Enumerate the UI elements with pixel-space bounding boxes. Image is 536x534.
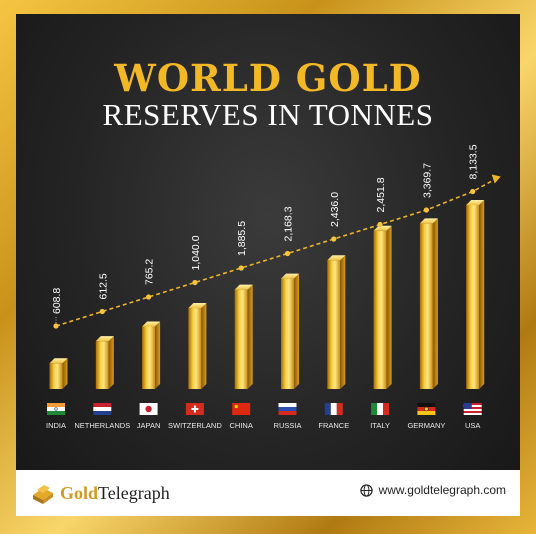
value-label: 1,040.0 [190, 235, 202, 270]
category-label: INDIA [46, 421, 66, 430]
bar-side [62, 358, 68, 389]
bar-side [247, 284, 253, 389]
value-label: 765.2 [144, 259, 156, 285]
china-flag-icon [232, 403, 251, 415]
bar-side [340, 255, 346, 389]
bar-top [234, 284, 253, 290]
bar-side [155, 321, 161, 389]
bar-side [386, 225, 392, 389]
trend-point [146, 294, 152, 300]
category-label: SWITZERLAND [168, 421, 222, 430]
brand-name: GoldTelegraph [60, 483, 170, 504]
usa-flag-icon [463, 403, 482, 415]
website-url: www.goldtelegraph.com [378, 483, 506, 497]
bar-front [95, 341, 109, 389]
bar-japan [142, 321, 161, 389]
bar-china [234, 284, 253, 389]
brand-part-telegraph: Telegraph [98, 482, 170, 503]
value-label: 612.5 [97, 273, 109, 299]
bar-germany [419, 218, 438, 389]
goldtelegraph-logo[interactable]: GoldTelegraph [30, 478, 170, 508]
bar-side [432, 218, 438, 389]
value-label: 1,885.5 [236, 221, 248, 256]
category-label: GERMANY [407, 421, 445, 430]
gold-bar-logo-icon [33, 485, 53, 504]
india-flag-icon [47, 403, 65, 415]
value-label: 2,451.8 [375, 177, 387, 212]
trend-arrowhead-icon [491, 174, 501, 184]
bar-top [373, 225, 392, 231]
trend-point [331, 236, 337, 242]
bar-front [466, 205, 480, 389]
globe-icon [359, 483, 373, 497]
bar-front [281, 278, 294, 389]
category-label: NETHERLANDS [74, 421, 130, 430]
bar-chart: 608.8 612.5 765.2 1,040.0 1,885.5 2,168.3 2,43… [46, 144, 501, 430]
trend-point [238, 265, 244, 271]
infographic-panel: WORLD GOLD RESERVES IN TONNES 608.8 612.5… [16, 14, 520, 516]
category-label: CHINA [230, 421, 253, 430]
bar-france [327, 255, 346, 389]
bar-front [188, 308, 202, 389]
bar-top [49, 358, 68, 364]
bar-top [142, 321, 161, 327]
bar-top [188, 303, 207, 309]
bar-front [234, 289, 248, 389]
footer-bar: GoldTelegraph www.goldtelegraph.com [16, 470, 520, 516]
bar-side [294, 273, 299, 389]
bar-switzerland [188, 303, 207, 389]
value-label: 2,436.0 [329, 192, 341, 227]
italy-flag-icon [371, 403, 390, 415]
bar-front [49, 363, 63, 389]
bar-side [108, 336, 114, 389]
bar-russia [281, 273, 299, 389]
bar-top [95, 336, 114, 342]
bar-front [419, 223, 433, 389]
bar-top [466, 200, 485, 205]
netherlands-flag-icon [93, 403, 112, 415]
trend-point [470, 188, 476, 195]
japan-flag-icon [139, 403, 158, 415]
bar-usa [466, 200, 485, 389]
chart-subtitle: RESERVES IN TONNES [102, 97, 434, 132]
bar-front [327, 260, 341, 389]
bar-netherlands [95, 336, 114, 389]
value-label: 608.8 [51, 288, 63, 314]
trend-point [423, 207, 429, 213]
trend-point [53, 323, 59, 329]
trend-line [55, 178, 496, 327]
trend-point [377, 221, 383, 228]
germany-flag-icon [417, 403, 436, 415]
bar-front [373, 230, 387, 389]
value-label: 8,133.5 [468, 144, 480, 179]
bar-side [201, 303, 207, 389]
category-label: RUSSIA [274, 421, 302, 430]
chart-title: WORLD GOLD [114, 56, 422, 100]
bar-top [419, 218, 438, 224]
category-label: USA [465, 421, 480, 430]
value-label: 3,369.7 [421, 163, 433, 198]
bar-india [49, 358, 68, 389]
website-link[interactable]: www.goldtelegraph.com [359, 483, 506, 497]
bar-side [479, 200, 485, 389]
trend-point [99, 308, 105, 315]
bar-top [327, 255, 346, 261]
brand-part-gold: Gold [60, 482, 99, 503]
category-label: ITALY [370, 421, 390, 430]
russia-flag-icon [278, 403, 297, 415]
category-label: JAPAN [137, 421, 161, 430]
trend-point [284, 250, 291, 257]
france-flag-icon [324, 403, 343, 415]
bar-top [281, 273, 299, 279]
bar-italy [373, 225, 392, 389]
bar-front [142, 326, 156, 389]
trend-point [192, 279, 198, 286]
category-label: FRANCE [318, 421, 349, 430]
value-label: 2,168.3 [283, 206, 295, 241]
switzerland-flag-icon [185, 403, 204, 415]
